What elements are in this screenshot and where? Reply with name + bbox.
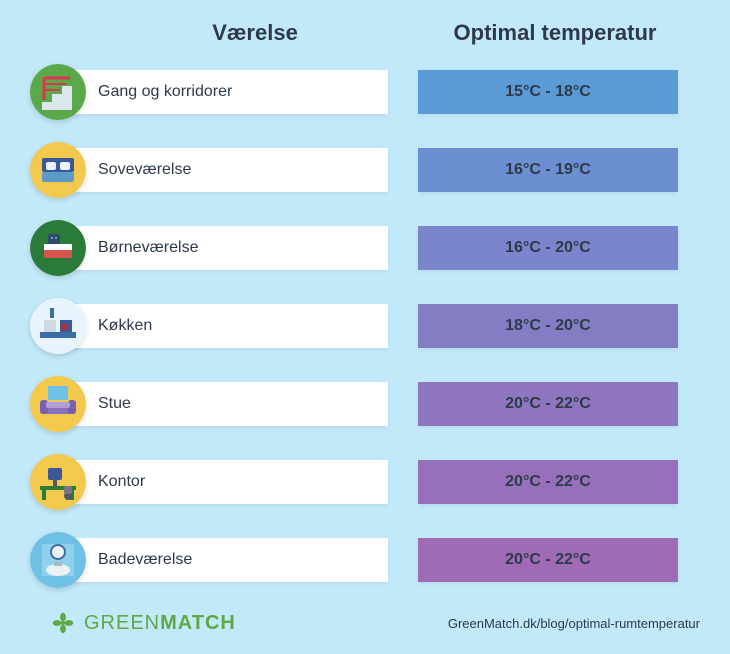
temperature-infographic: Værelse Optimal temperatur Gang og korri…	[0, 0, 730, 654]
room-label: Soveværelse	[58, 148, 388, 192]
table-row: Børneværelse 16°C - 20°C	[30, 220, 700, 276]
table-row: Stue 20°C - 22°C	[30, 376, 700, 432]
greenmatch-logo: GREENMATCH	[50, 610, 236, 636]
room-label: Køkken	[58, 304, 388, 348]
temperature-value: 16°C - 19°C	[418, 148, 678, 192]
room-label: Kontor	[58, 460, 388, 504]
header-temp: Optimal temperatur	[410, 20, 700, 46]
table-row: Soveværelse 16°C - 19°C	[30, 142, 700, 198]
room-label: Gang og korridorer	[58, 70, 388, 114]
temperature-value: 20°C - 22°C	[418, 382, 678, 426]
table-row: Kontor 20°C - 22°C	[30, 454, 700, 510]
temperature-value: 20°C - 22°C	[418, 460, 678, 504]
temperature-value: 15°C - 18°C	[418, 70, 678, 114]
child-bed-icon	[30, 220, 86, 276]
bathroom-icon	[30, 532, 86, 588]
table-row: Gang og korridorer 15°C - 18°C	[30, 64, 700, 120]
logo-green: GREEN	[84, 612, 160, 634]
sofa-icon	[30, 376, 86, 432]
logo-match: MATCH	[160, 612, 236, 634]
table-row: Køkken 18°C - 20°C	[30, 298, 700, 354]
desk-icon	[30, 454, 86, 510]
kitchen-icon	[30, 298, 86, 354]
temperature-value: 18°C - 20°C	[418, 304, 678, 348]
bed-icon	[30, 142, 86, 198]
temperature-value: 20°C - 22°C	[418, 538, 678, 582]
logo-text: GREENMATCH	[84, 612, 236, 635]
rows-container: Gang og korridorer 15°C - 18°C Soveværelse…	[30, 64, 700, 588]
room-label: Badeværelse	[58, 538, 388, 582]
table-row: Badeværelse 20°C - 22°C	[30, 532, 700, 588]
room-label: Stue	[58, 382, 388, 426]
temperature-value: 16°C - 20°C	[418, 226, 678, 270]
room-label: Børneværelse	[58, 226, 388, 270]
header-row: Værelse Optimal temperatur	[100, 20, 700, 46]
header-room: Værelse	[100, 20, 410, 46]
stairs-icon	[30, 64, 86, 120]
footer: GREENMATCH GreenMatch.dk/blog/optimal-ru…	[50, 610, 700, 636]
fan-icon	[50, 610, 76, 636]
footer-url: GreenMatch.dk/blog/optimal-rumtemperatur	[448, 616, 700, 631]
